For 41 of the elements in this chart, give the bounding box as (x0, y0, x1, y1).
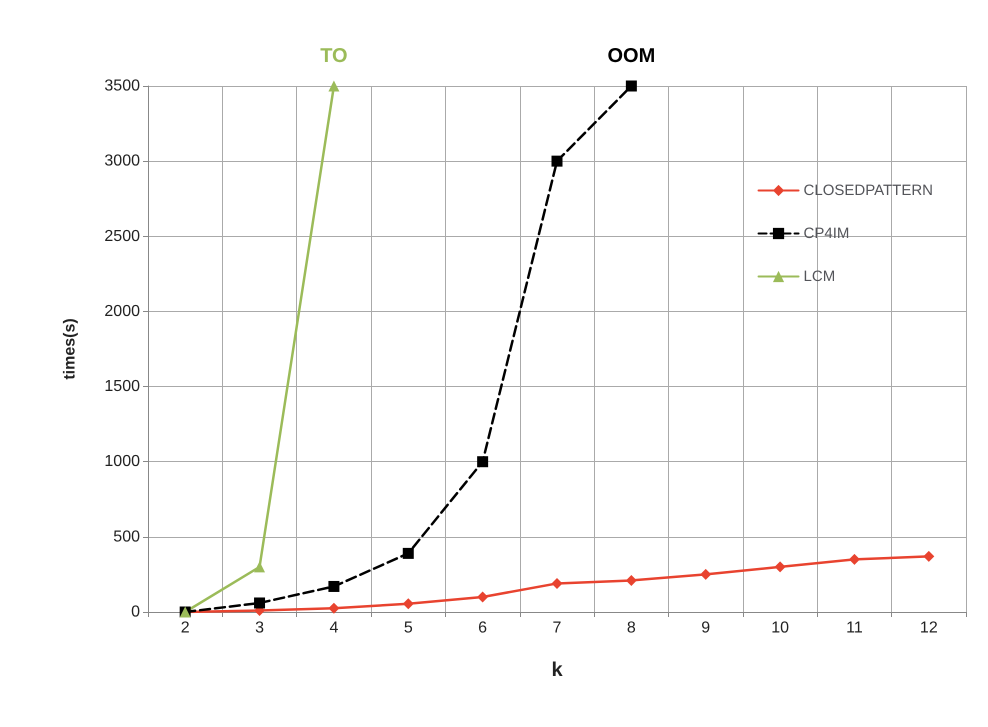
x-tick-label: 12 (920, 620, 938, 636)
legend-label: CP4IM (804, 225, 850, 242)
y-tick-label: 1000 (104, 453, 140, 470)
x-tick-label: 10 (771, 620, 790, 636)
y-tick-label: 1500 (104, 378, 140, 396)
point (328, 602, 340, 614)
x-tick-label: 4 (329, 620, 338, 636)
x-tick-label: 5 (404, 620, 413, 636)
point (626, 574, 637, 586)
point (848, 554, 860, 565)
point (774, 561, 786, 572)
point (402, 598, 414, 610)
point (552, 156, 562, 167)
y-tick-label: 500 (113, 528, 140, 546)
x-tick-label: 9 (701, 620, 710, 636)
point (402, 548, 414, 559)
point (477, 591, 488, 602)
x-tick-label: 6 (478, 620, 488, 636)
point (923, 550, 934, 562)
x-tick-label: 11 (846, 620, 863, 636)
point (552, 578, 562, 589)
x-tick-label: 8 (626, 620, 636, 636)
legend-label: CLOSEDPATTERN (804, 182, 934, 199)
legend-label: LCM (804, 268, 836, 285)
annotation: OOM (607, 45, 656, 67)
point (328, 580, 340, 592)
point (254, 597, 266, 608)
y-tick-label: 3500 (104, 78, 140, 94)
annotation: TO (320, 45, 348, 67)
y-tick-label: 3000 (104, 152, 140, 170)
y-tick-label: 2000 (104, 302, 140, 320)
point (626, 80, 637, 92)
point (477, 456, 488, 468)
y-axis-title: times(s) (62, 318, 78, 380)
x-tick-label: 3 (255, 620, 264, 636)
x-axis-title: k (551, 659, 564, 681)
point (700, 568, 712, 580)
x-tick-label: 2 (180, 620, 190, 636)
y-tick-label: 0 (131, 604, 140, 620)
y-tick-label: 2500 (104, 228, 140, 245)
x-tick-label: 7 (552, 620, 562, 636)
